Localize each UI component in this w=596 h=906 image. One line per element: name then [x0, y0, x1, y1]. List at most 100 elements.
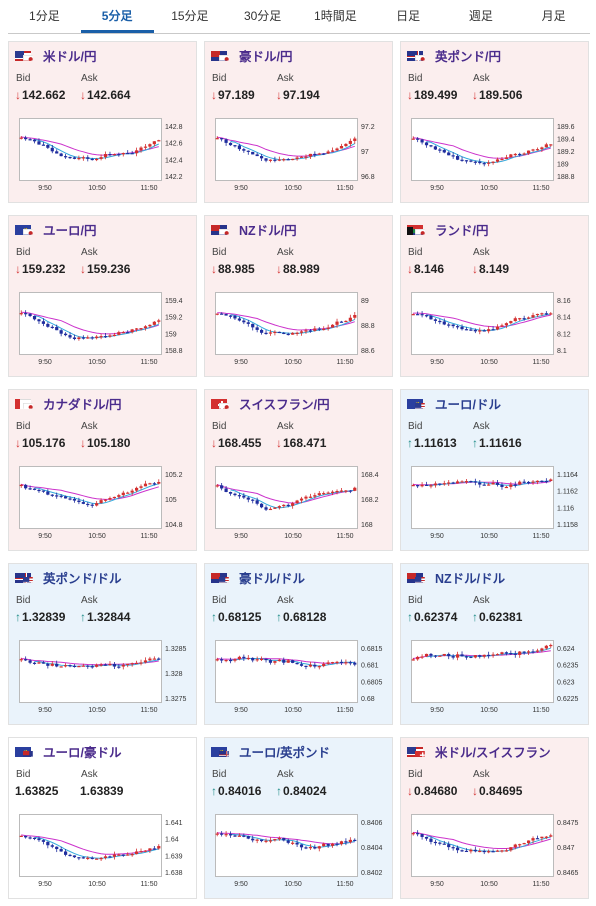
pair-title[interactable]: 豪ドル/円: [239, 50, 293, 64]
price-chart[interactable]: 89 88.8 88.6 9:50 10:50 11:50: [215, 292, 387, 368]
price-chart[interactable]: 142.8 142.6 142.4 142.2 9:50 10:50 11:50: [19, 118, 191, 194]
candle-body: [77, 666, 81, 668]
candle-body: [157, 140, 161, 142]
pair-title[interactable]: NZドル/ドル: [435, 572, 506, 586]
ask-label: Ask: [277, 595, 294, 606]
tab-6[interactable]: 週足: [468, 9, 493, 23]
rate-card-gbp-jpy[interactable]: 英ポンド/円 Bid Ask ↓189.499 ↓189.506 189.6 189.4 18…: [400, 41, 589, 203]
candle-body: [348, 490, 352, 492]
rate-card-zar-jpy[interactable]: ランド/円 Bid Ask ↓8.146 ↓8.149 8.16 8.14 8.12 8.1 9:…: [400, 215, 589, 377]
rate-card-gbp-usd[interactable]: 英ポンド/ドル Bid Ask ↑1.32839 ↑1.32844 1.3285 1.328…: [8, 563, 197, 725]
tab-1[interactable]: 5分足: [80, 0, 154, 33]
candle-body: [242, 320, 246, 323]
y-tick-label: 158.8: [165, 348, 183, 355]
pair-link[interactable]: 豪ドル/円: [211, 48, 292, 66]
rate-card-cad-jpy[interactable]: カナダドル/円 Bid Ask ↓105.176 ↓105.180 105.2 105 104…: [8, 389, 197, 551]
candle-body: [24, 835, 28, 838]
pair-link[interactable]: ユーロ/豪ドル: [15, 744, 121, 762]
pair-link[interactable]: ユーロ/円: [15, 222, 96, 240]
price-chart[interactable]: 105.2 105 104.8 9:50 10:50 11:50: [19, 466, 191, 542]
price-chart[interactable]: 97.2 97 96.8 9:50 10:50 11:50: [215, 118, 387, 194]
price-chart[interactable]: 1.3285 1.328 1.3275 9:50 10:50 11:50: [19, 640, 191, 716]
candle-body: [291, 158, 295, 161]
candle-body: [41, 321, 46, 324]
y-tick-label: 0.6815: [361, 646, 383, 653]
y-tick-label: 1.1158: [557, 522, 578, 529]
pair-title[interactable]: 英ポンド/円: [435, 50, 501, 64]
candle-body: [353, 315, 357, 318]
pair-title[interactable]: NZドル/円: [239, 224, 297, 238]
candle-body: [130, 854, 134, 856]
rate-card-nzd-usd[interactable]: NZドル/ドル Bid Ask ↑0.62374 ↑0.62381 0.624 0.6235…: [400, 563, 589, 725]
up-arrow-icon: ↑: [407, 610, 413, 624]
pair-title[interactable]: 米ドル/円: [43, 50, 97, 64]
pair-title[interactable]: 米ドル/スイスフラン: [435, 746, 551, 760]
tab-5[interactable]: 日足: [396, 9, 421, 23]
price-chart[interactable]: 159.4 159.2 159 158.8 9:50 10:50 11:50: [19, 292, 191, 368]
pair-link[interactable]: カナダドル/円: [15, 396, 121, 414]
tab-3[interactable]: 30分足: [243, 9, 282, 23]
rate-card-eur-jpy[interactable]: ユーロ/円 Bid Ask ↓159.232 ↓159.236 159.4 159.2 159…: [8, 215, 197, 377]
price-chart[interactable]: 1.641 1.64 1.639 1.638 9:50 10:50 11:50: [19, 814, 191, 890]
candle-body: [322, 843, 326, 847]
pair-link[interactable]: NZドル/円: [211, 222, 297, 240]
pair-link[interactable]: 英ポンド/円: [407, 48, 501, 66]
rate-card-eur-gbp[interactable]: ユーロ/英ポンド Bid Ask ↑0.84016 ↑0.84024 0.8406 0.84…: [204, 737, 393, 899]
pair-title[interactable]: ユーロ/英ポンド: [239, 746, 330, 760]
candle-body: [482, 163, 486, 165]
pair-link[interactable]: 米ドル/円: [15, 48, 96, 66]
candle-body: [526, 317, 531, 319]
bid-price: 97.189: [218, 88, 255, 102]
pair-link[interactable]: NZドル/ドル: [407, 570, 505, 588]
price-chart[interactable]: 0.8406 0.8404 0.8402 9:50 10:50 11:50: [215, 814, 387, 890]
tab-7[interactable]: 月足: [541, 9, 566, 23]
rate-card-usd-jpy[interactable]: 米ドル/円 Bid Ask ↓142.662 ↓142.664 142.8 142.6 142…: [8, 41, 197, 203]
pair-link[interactable]: 米ドル/スイスフラン: [407, 744, 551, 762]
pair-title[interactable]: ユーロ/豪ドル: [43, 746, 122, 760]
pair-link[interactable]: スイスフラン/円: [211, 396, 330, 414]
rate-card-aud-usd[interactable]: 豪ドル/ドル Bid Ask ↑0.68125 ↑0.68128 0.6815 0.681 0…: [204, 563, 393, 725]
rate-card-eur-usd[interactable]: ユーロ/ドル Bid Ask ↑1.11613 ↑1.11616 1.1164 1.1162…: [400, 389, 589, 551]
rate-card-nzd-jpy[interactable]: NZドル/円 Bid Ask ↓88.985 ↓88.989 89 88.8 88.6 9:50…: [204, 215, 393, 377]
pair-title[interactable]: スイスフラン/円: [239, 398, 330, 412]
price-chart[interactable]: 189.6 189.4 189.2 189 188.8 9:50 10:50 11:50: [411, 118, 583, 194]
price-chart[interactable]: 0.6815 0.681 0.6805 0.68 9:50 10:50 11:50: [215, 640, 387, 716]
price-chart[interactable]: 0.624 0.6235 0.623 0.6225 9:50 10:50 11:50: [411, 640, 583, 716]
pair-link[interactable]: 英ポンド/ドル: [15, 570, 121, 588]
candle-body: [148, 848, 152, 851]
pair-link[interactable]: ユーロ/英ポンド: [211, 744, 330, 762]
up-arrow-icon: ↑: [211, 610, 217, 624]
candle-body: [518, 318, 522, 320]
rate-card-aud-jpy[interactable]: 豪ドル/円 Bid Ask ↓97.189 ↓97.194 97.2 97 96.8 9:50 1…: [204, 41, 393, 203]
price-chart[interactable]: 168.4 168.2 168 9:50 10:50 11:50: [215, 466, 387, 542]
candle-body: [473, 481, 477, 483]
price-chart[interactable]: 8.16 8.14 8.12 8.1 9:50 10:50 11:50: [411, 292, 583, 368]
pair-link[interactable]: ユーロ/ドル: [407, 396, 501, 414]
rate-card-usd-chf[interactable]: 米ドル/スイスフラン Bid Ask ↓0.84680 ↓0.84695 0.8475 0.…: [400, 737, 589, 899]
tab-4[interactable]: 1時間足: [314, 9, 357, 23]
candle-body: [228, 834, 233, 836]
candle-body: [103, 154, 108, 158]
pair-title[interactable]: ランド/円: [435, 224, 489, 238]
rate-card-eur-aud[interactable]: ユーロ/豪ドル Bid Ask 1.63825 1.63839 1.641 1.64 1.63…: [8, 737, 197, 899]
pair-title[interactable]: カナダドル/円: [43, 398, 122, 412]
price-chart[interactable]: 0.8475 0.847 0.8465 9:50 10:50 11:50: [411, 814, 583, 890]
pair-title[interactable]: ユーロ/円: [43, 224, 97, 238]
y-tick-label: 159.4: [165, 298, 183, 305]
candle-body: [429, 485, 433, 487]
y-tick-label: 168.4: [361, 472, 379, 479]
price-chart[interactable]: 1.1164 1.1162 1.116 1.1158 9:50 10:50 11:50: [411, 466, 583, 542]
pair-link[interactable]: ランド/円: [407, 222, 488, 240]
pair-title[interactable]: 英ポンド/ドル: [43, 572, 122, 586]
y-tick-label: 96.8: [361, 174, 375, 181]
tab-0[interactable]: 1分足: [29, 9, 60, 23]
tab-2[interactable]: 15分足: [171, 9, 209, 23]
pair-title[interactable]: 豪ドル/ドル: [239, 572, 305, 586]
pair-title[interactable]: ユーロ/ドル: [435, 398, 501, 412]
candle-body: [259, 503, 264, 508]
candle-body: [411, 659, 415, 661]
candle-body: [220, 313, 224, 315]
pair-link[interactable]: 豪ドル/ドル: [211, 570, 305, 588]
candle-body: [224, 488, 228, 492]
rate-card-chf-jpy[interactable]: スイスフラン/円 Bid Ask ↓168.455 ↓168.471 168.4 168.2…: [204, 389, 393, 551]
